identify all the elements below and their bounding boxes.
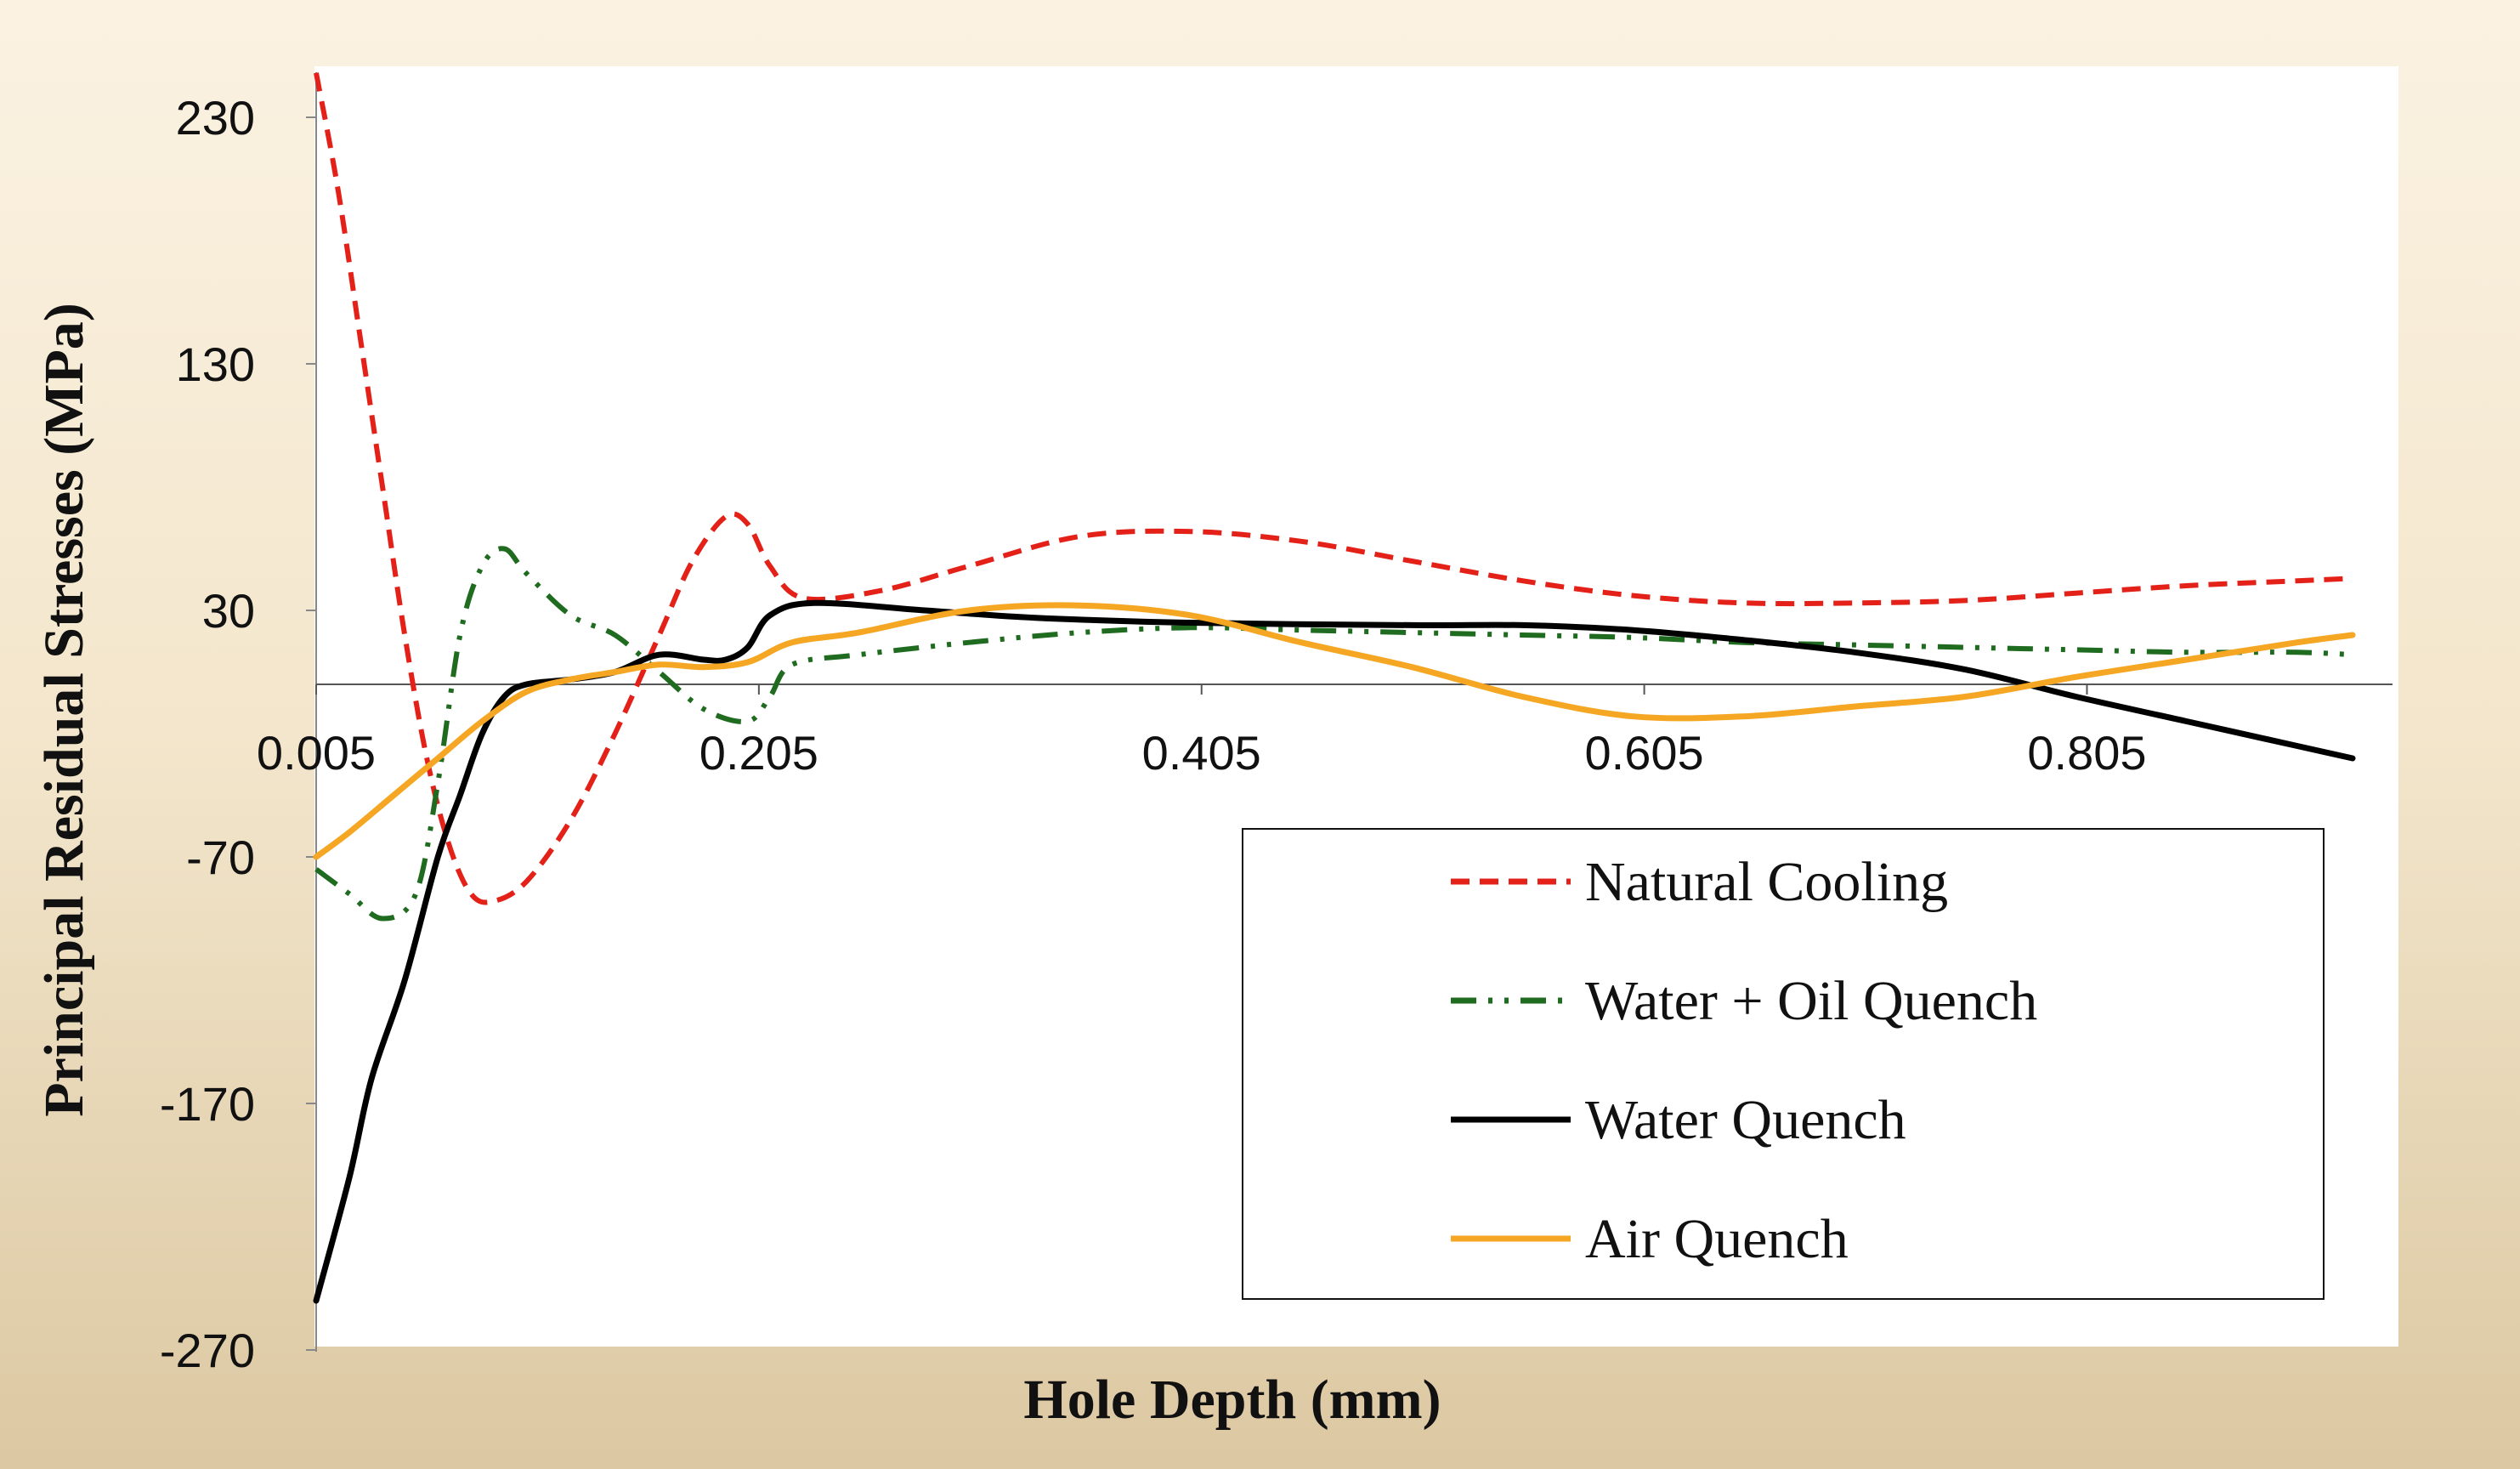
series-line-natural-cooling [314,72,2353,905]
legend-label-water-oil-quench: Water + Oil Quench [1585,970,2037,1032]
x-tick-label: 0.605 [1585,726,1704,780]
x-tick-label: 0.805 [2027,726,2146,780]
y-tick-label: -170 [160,1077,255,1131]
legend-label-air-quench: Air Quench [1585,1208,1849,1270]
y-axis-title: Principal Residual Stresses (MPa) [33,303,95,1117]
y-tick-label: 30 [202,584,255,638]
legend: Natural Cooling Water + Oil Quench Water Q… [1242,828,2325,1300]
y-axis: 230 130 30 -70 -170 -270 [160,72,317,1377]
x-axis: 0.005 0.205 0.405 0.605 0.805 [257,683,2393,780]
y-tick-label: -70 [186,831,255,884]
y-tick-label: 130 [176,337,255,391]
x-tick-label: 0.405 [1142,726,1261,780]
legend-label-natural-cooling: Natural Cooling [1585,851,1948,913]
y-tick-label: 230 [176,91,255,145]
x-tick-label: 0.205 [699,726,818,780]
series-layer [313,72,2356,1304]
series-line-air-quench [313,602,2356,860]
series-line-water-quench [313,599,2356,1304]
x-tick-label: 0.005 [257,726,376,780]
legend-box [1242,828,2325,1300]
x-axis-title: Hole Depth (mm) [1023,1369,1441,1431]
legend-label-water-quench: Water Quench [1585,1089,1906,1151]
y-tick-label: -270 [160,1324,255,1377]
